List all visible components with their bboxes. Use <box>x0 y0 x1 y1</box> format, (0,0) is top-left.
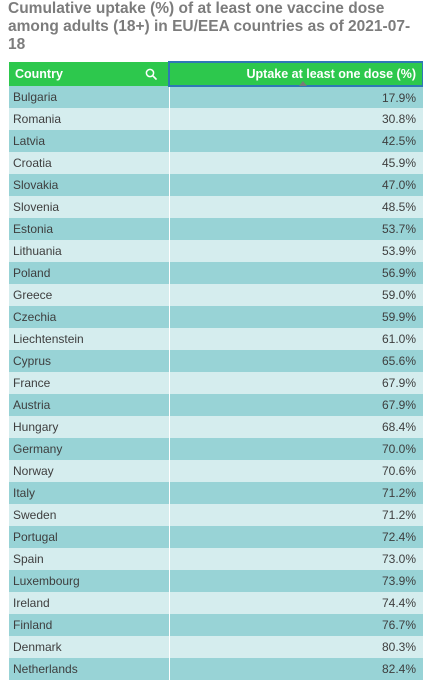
column-header-country[interactable]: Country <box>9 62 169 86</box>
table-row: Denmark 80.3% <box>9 636 423 658</box>
uptake-cell: 76.7% <box>168 614 423 636</box>
table-body: Bulgaria 17.9% Romania 30.8% Latvia 42.5% Croa… <box>9 86 423 680</box>
uptake-cell: 67.9% <box>168 394 423 416</box>
country-cell: Spain <box>9 548 169 570</box>
country-cell: Latvia <box>9 130 169 152</box>
table-row: Germany 70.0% <box>9 438 423 460</box>
table-row: Norway 70.6% <box>9 460 423 482</box>
sort-ascending-icon <box>299 81 307 86</box>
country-cell: Finland <box>9 614 169 636</box>
table-row: Croatia 45.9% <box>9 152 423 174</box>
table-row: Greece 59.0% <box>9 284 423 306</box>
uptake-cell: 70.6% <box>168 460 423 482</box>
country-cell: Czechia <box>9 306 169 328</box>
table-row: Austria 67.9% <box>9 394 423 416</box>
country-cell: Lithuania <box>9 240 169 262</box>
country-cell: Greece <box>9 284 169 306</box>
column-header-uptake[interactable]: Uptake at least one dose (%) <box>168 61 423 87</box>
uptake-cell: 73.9% <box>168 570 423 592</box>
table-row: France 67.9% <box>9 372 423 394</box>
uptake-cell: 48.5% <box>168 196 423 218</box>
uptake-cell: 74.4% <box>168 592 423 614</box>
country-cell: Slovenia <box>9 196 169 218</box>
country-cell: Ireland <box>9 592 169 614</box>
country-cell: Poland <box>9 262 169 284</box>
country-cell: Denmark <box>9 636 169 658</box>
country-cell: Slovakia <box>9 174 169 196</box>
table-row: Ireland 74.4% <box>9 592 423 614</box>
country-cell: France <box>9 372 169 394</box>
table-row: Luxembourg 73.9% <box>9 570 423 592</box>
country-cell: Estonia <box>9 218 169 240</box>
table-row: Portugal 72.4% <box>9 526 423 548</box>
uptake-cell: 82.4% <box>168 658 423 680</box>
country-cell: Luxembourg <box>9 570 169 592</box>
country-cell: Liechtenstein <box>9 328 169 350</box>
table-row: Estonia 53.7% <box>9 218 423 240</box>
uptake-cell: 80.3% <box>168 636 423 658</box>
table-row: Netherlands 82.4% <box>9 658 423 680</box>
uptake-cell: 59.0% <box>168 284 423 306</box>
table-row: Slovakia 47.0% <box>9 174 423 196</box>
uptake-cell: 72.4% <box>168 526 423 548</box>
country-cell: Italy <box>9 482 169 504</box>
table-row: Hungary 68.4% <box>9 416 423 438</box>
country-cell: Bulgaria <box>9 86 169 108</box>
country-cell: Norway <box>9 460 169 482</box>
uptake-cell: 68.4% <box>168 416 423 438</box>
uptake-cell: 45.9% <box>168 152 423 174</box>
table-row: Bulgaria 17.9% <box>9 86 423 108</box>
table-row: Czechia 59.9% <box>9 306 423 328</box>
column-header-country-label: Country <box>15 67 63 81</box>
uptake-cell: 47.0% <box>168 174 423 196</box>
country-cell: Netherlands <box>9 658 169 680</box>
uptake-cell: 71.2% <box>168 504 423 526</box>
country-cell: Croatia <box>9 152 169 174</box>
country-cell: Austria <box>9 394 169 416</box>
table-row: Cyprus 65.6% <box>9 350 423 372</box>
uptake-cell: 67.9% <box>168 372 423 394</box>
data-table: Country Uptake at least one dose (%) Bul… <box>9 61 423 680</box>
table-row: Finland 76.7% <box>9 614 423 636</box>
column-header-uptake-label: Uptake at least one dose (%) <box>246 67 417 81</box>
uptake-cell: 71.2% <box>168 482 423 504</box>
country-cell: Sweden <box>9 504 169 526</box>
country-cell: Cyprus <box>9 350 169 372</box>
uptake-cell: 53.9% <box>168 240 423 262</box>
uptake-cell: 17.9% <box>168 86 423 108</box>
table-row: Italy 71.2% <box>9 482 423 504</box>
table-row: Liechtenstein 61.0% <box>9 328 423 350</box>
table-row: Lithuania 53.9% <box>9 240 423 262</box>
uptake-cell: 59.9% <box>168 306 423 328</box>
table-header-row: Country Uptake at least one dose (%) <box>9 61 423 87</box>
uptake-cell: 65.6% <box>168 350 423 372</box>
uptake-cell: 30.8% <box>168 108 423 130</box>
chart-title: Cumulative uptake (%) of at least one va… <box>8 0 411 53</box>
data-table-container: Country Uptake at least one dose (%) Bul… <box>9 61 423 683</box>
table-row: Poland 56.9% <box>9 262 423 284</box>
table-row: Latvia 42.5% <box>9 130 423 152</box>
table-row: Romania 30.8% <box>9 108 423 130</box>
table-row: Sweden 71.2% <box>9 504 423 526</box>
table-row: Spain 73.0% <box>9 548 423 570</box>
uptake-cell: 56.9% <box>168 262 423 284</box>
search-icon[interactable] <box>145 68 157 80</box>
country-cell: Germany <box>9 438 169 460</box>
country-cell: Portugal <box>9 526 169 548</box>
country-cell: Romania <box>9 108 169 130</box>
uptake-cell: 42.5% <box>168 130 423 152</box>
uptake-cell: 61.0% <box>168 328 423 350</box>
table-row: Slovenia 48.5% <box>9 196 423 218</box>
country-cell: Hungary <box>9 416 169 438</box>
uptake-cell: 70.0% <box>168 438 423 460</box>
uptake-cell: 53.7% <box>168 218 423 240</box>
uptake-cell: 73.0% <box>168 548 423 570</box>
